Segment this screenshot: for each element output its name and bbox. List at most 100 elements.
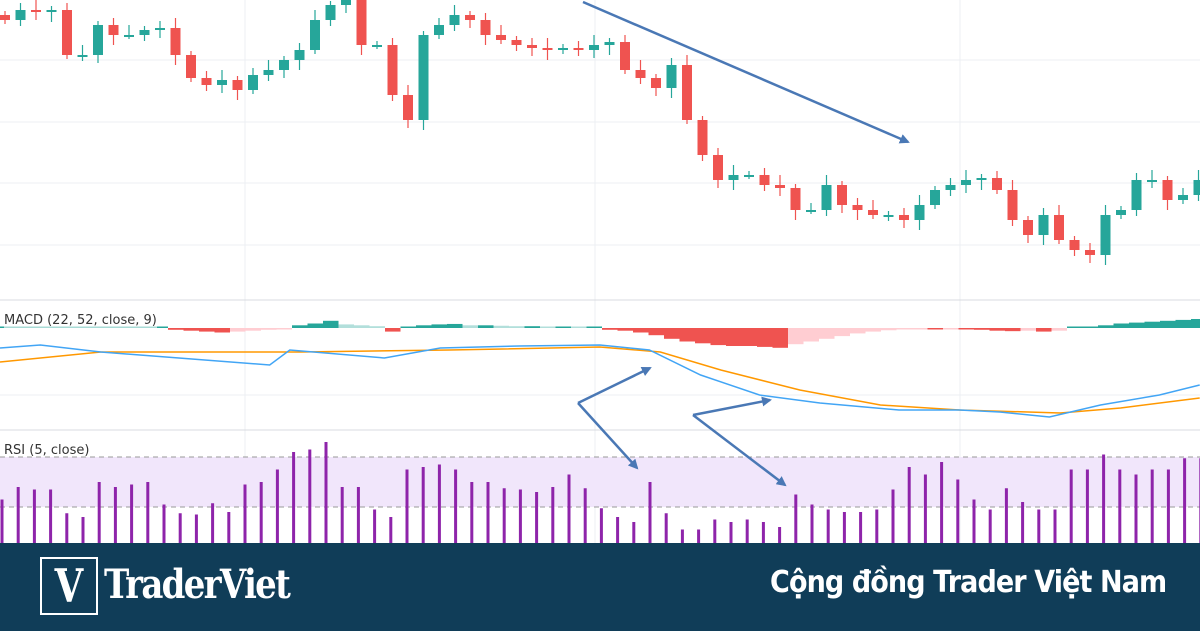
candle-body: [496, 35, 506, 40]
rsi-bar: [697, 529, 701, 543]
macd-histogram-bar: [168, 328, 184, 330]
candle-body: [418, 35, 429, 120]
candle-body: [325, 5, 336, 20]
macd-histogram-bar: [385, 328, 401, 332]
candle: [651, 74, 661, 96]
rsi-bar: [632, 522, 636, 543]
rsi-bar: [567, 474, 571, 543]
macd-histogram-bar: [633, 328, 649, 333]
candle-body: [775, 185, 785, 188]
macd-histogram-bar: [261, 328, 277, 330]
macd-histogram-bar: [276, 328, 292, 330]
candle-body: [527, 45, 537, 48]
candle: [620, 35, 630, 74]
macd-histogram-bar: [354, 325, 370, 328]
rsi-bar: [1069, 469, 1073, 543]
rsi-bar: [923, 474, 927, 543]
candle-body: [573, 48, 584, 50]
rsi-bar: [1004, 488, 1008, 543]
rsi-bar: [324, 442, 328, 543]
macd-arrow: [692, 396, 772, 417]
rsi-bar: [16, 487, 20, 543]
macd-histogram-bar: [803, 328, 819, 342]
candle-body: [542, 48, 553, 50]
candle-body: [248, 75, 258, 90]
rsi-bar: [551, 487, 555, 543]
candle-body: [1054, 215, 1064, 240]
macd-histogram-bar: [1160, 320, 1176, 328]
macd-histogram-bar: [958, 328, 974, 330]
candle: [108, 18, 119, 45]
rsi-bar: [713, 519, 717, 543]
macd-histogram-bar: [819, 328, 835, 339]
rsi-bar: [761, 522, 765, 543]
candle: [465, 11, 475, 28]
candle-body: [883, 215, 894, 217]
trend-arrow: [582, 0, 910, 144]
candle: [1116, 206, 1126, 219]
macd-histogram-bar: [586, 326, 602, 328]
rsi-bar: [275, 469, 279, 543]
slogan: Cộng đồng Trader Việt Nam: [769, 565, 1167, 600]
candle-body: [201, 78, 212, 85]
candle: [1147, 170, 1157, 188]
macd-histogram-bar: [152, 326, 168, 328]
rsi-bar: [0, 499, 4, 543]
candle: [77, 45, 88, 61]
rsi-bar: [211, 503, 215, 543]
candle-body: [1007, 190, 1018, 220]
rsi-bar: [130, 484, 134, 543]
candle-body: [46, 10, 57, 12]
candle: [201, 71, 212, 91]
candle-body: [465, 15, 475, 20]
macd-histogram-bar: [617, 328, 633, 331]
signal-line: [0, 346, 1200, 414]
rsi-bar: [826, 509, 830, 543]
candle: [449, 5, 460, 31]
candle: [511, 36, 522, 51]
candle-body: [263, 70, 274, 75]
candle: [1023, 216, 1033, 243]
rsi-bar: [437, 464, 441, 543]
candle: [294, 43, 305, 70]
rsi-bar: [648, 482, 652, 543]
candle: [713, 148, 723, 188]
rsi-bar: [1166, 469, 1170, 543]
rsi-bar: [745, 519, 749, 543]
candle-body: [744, 175, 754, 177]
candle: [899, 208, 909, 228]
macd-arrow: [577, 366, 652, 405]
macd-histogram-bar: [1191, 319, 1200, 328]
macd-histogram-bar: [307, 323, 323, 328]
macd-lines: [0, 344, 1200, 418]
macd-histogram-bar: [230, 328, 246, 332]
candle-body: [279, 60, 289, 70]
candle-body: [170, 28, 181, 55]
candle-body: [15, 10, 26, 20]
macd-histogram-bar: [881, 328, 897, 331]
candle: [837, 181, 847, 213]
rsi-bar: [178, 513, 182, 543]
rsi-band: [0, 457, 1200, 507]
rsi-bar: [583, 488, 587, 543]
macd-histogram-bar: [772, 328, 788, 348]
candle-body: [821, 185, 832, 210]
rsi-bar: [65, 513, 69, 543]
candle: [821, 175, 832, 216]
candle-body: [682, 65, 692, 120]
macd-histogram-bar: [323, 320, 339, 328]
rsi-bar: [842, 512, 846, 543]
candle-body: [1069, 240, 1080, 250]
logo-text: TraderViet: [104, 561, 291, 608]
candle-body: [790, 188, 801, 210]
candle-body: [992, 178, 1002, 190]
annotation-arrows: [577, 0, 910, 487]
candle-body: [403, 95, 413, 120]
macd-line: [0, 344, 1200, 418]
candle: [434, 18, 444, 39]
macd-histogram-bar: [292, 325, 308, 328]
rsi-bar: [599, 508, 603, 543]
candle-body: [372, 45, 382, 47]
candle: [325, 1, 336, 26]
rsi-bar: [405, 469, 409, 543]
